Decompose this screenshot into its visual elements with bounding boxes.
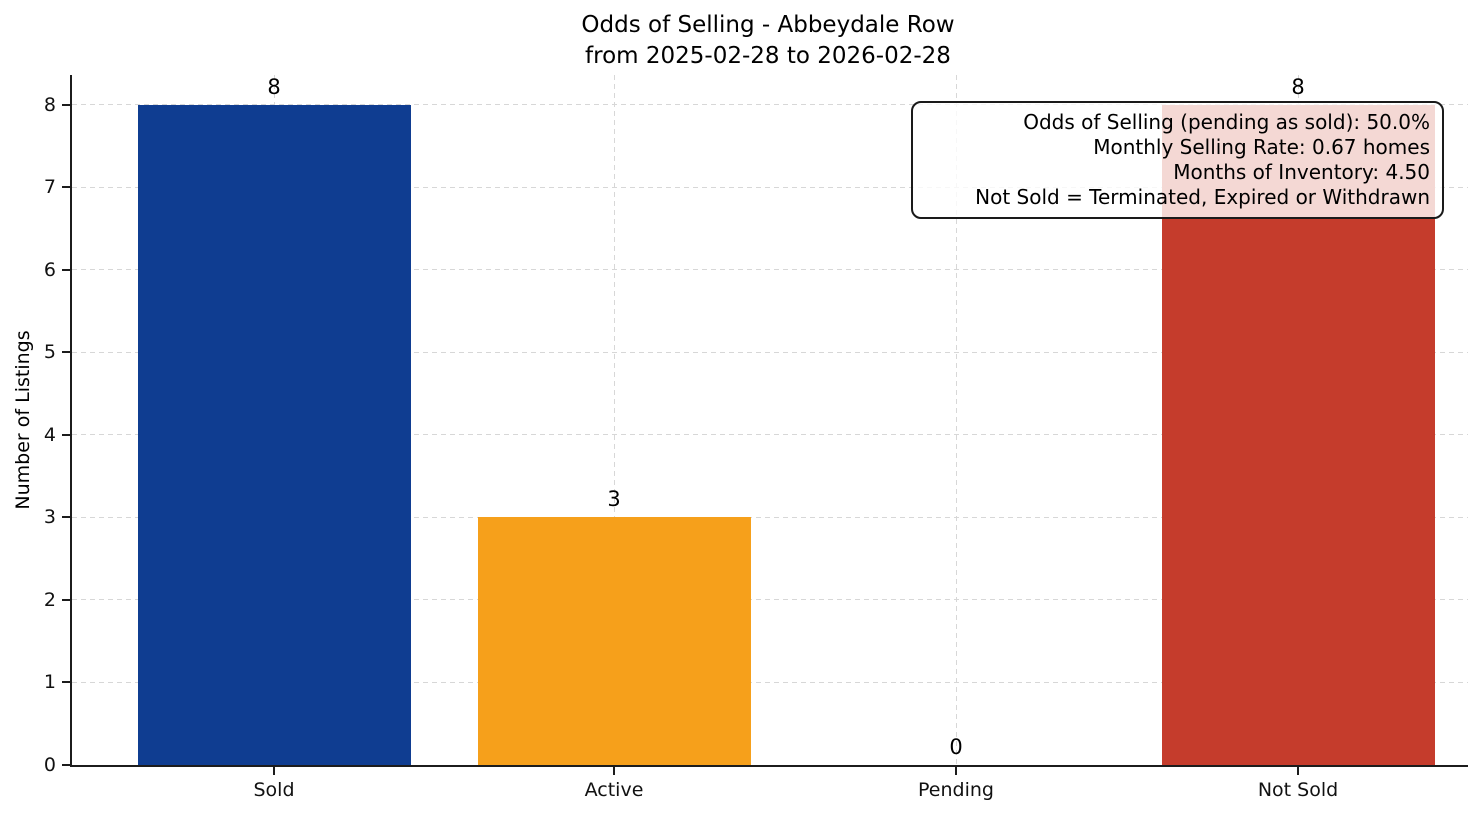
y-tick-label: 3: [43, 506, 56, 529]
y-tick-mark: [62, 268, 70, 271]
stats-annotation-box: Odds of Selling (pending as sold): 50.0%…: [911, 101, 1444, 219]
h-gridline: [72, 186, 1468, 188]
bar-sold: [137, 104, 411, 765]
bar-value-label: 8: [1291, 74, 1305, 99]
x-tick-mark: [273, 767, 275, 775]
x-tick-label: Sold: [253, 779, 295, 801]
chart-title-line2: from 2025-02-28 to 2026-02-28: [585, 43, 951, 69]
h-gridline: [72, 104, 1468, 106]
x-tick-mark: [613, 767, 615, 775]
h-gridline: [72, 516, 1468, 518]
bar-active: [477, 517, 751, 765]
h-gridline: [72, 351, 1468, 353]
v-gridline: [613, 75, 615, 765]
y-tick-mark: [62, 764, 70, 766]
chart-title-line1: Odds of Selling - Abbeydale Row: [581, 12, 955, 38]
bar-value-label: 0: [949, 735, 963, 759]
chart-title: Odds of Selling - Abbeydale Row from 202…: [70, 10, 1466, 72]
y-tick-mark: [62, 516, 70, 519]
h-gridline: [72, 681, 1468, 683]
stats-annotation-line: Monthly Selling Rate: 0.67 homes: [1093, 135, 1430, 159]
y-tick-label: 1: [43, 671, 56, 694]
stats-annotation-line: Months of Inventory: 4.50: [1173, 160, 1430, 184]
y-tick-mark: [62, 103, 70, 106]
y-axis-label: Number of Listings: [12, 330, 34, 510]
y-tick-label: 7: [43, 176, 56, 199]
y-tick-mark: [62, 351, 70, 354]
y-tick-label: 8: [43, 93, 56, 116]
h-gridline: [72, 434, 1468, 436]
x-tick-label: Not Sold: [1257, 779, 1339, 801]
h-gridline: [72, 599, 1468, 601]
x-tick-label: Pending: [918, 779, 994, 801]
bar-value-label: 3: [607, 487, 621, 512]
y-tick-label: 6: [43, 258, 56, 281]
x-tick-label: Active: [584, 779, 644, 801]
stats-annotation-line: Not Sold = Terminated, Expired or Withdr…: [975, 185, 1430, 209]
y-tick-mark: [62, 681, 70, 684]
y-tick-label: 4: [43, 423, 56, 446]
v-gridline: [955, 75, 957, 765]
y-tick-label: 0: [43, 754, 56, 776]
x-tick-mark: [955, 767, 957, 775]
y-tick-mark: [62, 186, 70, 189]
y-tick-mark: [62, 598, 70, 601]
y-tick-label: 5: [43, 341, 56, 364]
stats-annotation-line: Odds of Selling (pending as sold): 50.0%: [1023, 110, 1430, 134]
y-tick-mark: [62, 433, 70, 436]
bar-value-label: 8: [267, 74, 281, 99]
y-tick-label: 2: [43, 588, 56, 611]
x-tick-mark: [1297, 767, 1299, 775]
h-gridline: [72, 269, 1468, 271]
